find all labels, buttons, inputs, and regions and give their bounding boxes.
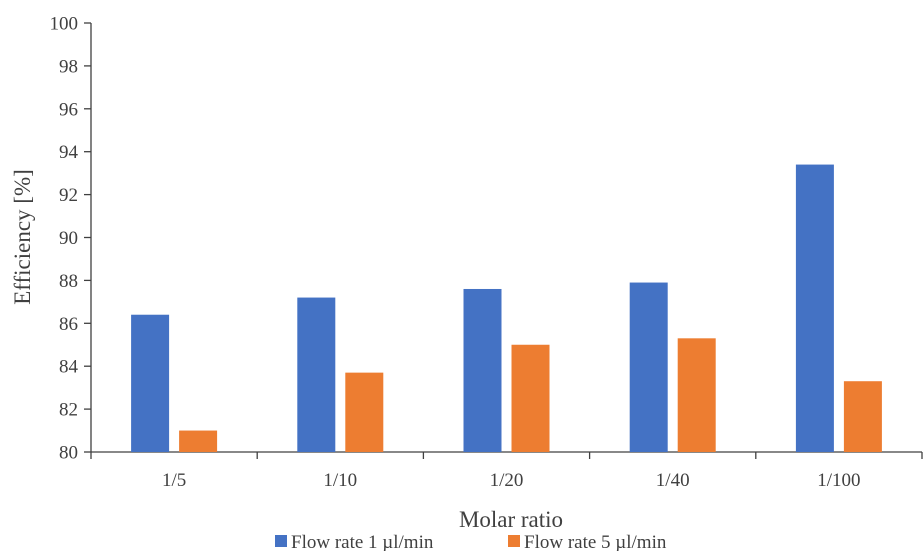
y-tick-label: 84 xyxy=(59,357,79,378)
x-tick-label: 1/40 xyxy=(656,470,690,491)
x-tick-label: 1/10 xyxy=(323,470,357,491)
bar-flow-1-2 xyxy=(463,288,502,452)
bar-flow-1-3 xyxy=(629,282,668,452)
y-ticks: 80 82 84 86 88 90 92 94 96 98 100 xyxy=(50,14,91,464)
x-tick-label: 1/100 xyxy=(817,470,860,491)
y-axis: 80 82 84 86 88 90 92 94 96 98 100 xyxy=(50,14,92,464)
x-tick-label: 1/20 xyxy=(490,470,524,491)
bar-flow-1-1 xyxy=(297,297,336,452)
y-tick-label: 90 xyxy=(59,228,78,249)
bar-flow-5-1 xyxy=(345,372,384,452)
legend-label: Flow rate 5 µl/min xyxy=(524,532,667,551)
y-tick-label: 92 xyxy=(59,185,78,206)
y-tick-label: 86 xyxy=(59,314,78,335)
y-axis-title: Efficiency [%] xyxy=(10,169,35,305)
bar-flow-5-2 xyxy=(511,344,550,452)
y-tick-label: 82 xyxy=(59,400,78,421)
y-tick-label: 88 xyxy=(59,271,78,292)
bar-flow-5-4 xyxy=(843,381,882,452)
y-tick-label: 96 xyxy=(59,99,78,120)
x-ticks: 1/5 1/10 1/20 1/40 1/100 xyxy=(90,452,923,491)
bar-flow-1-4 xyxy=(795,164,834,452)
x-tick-label: 1/5 xyxy=(162,470,186,491)
bar-flow-5-0 xyxy=(179,430,218,452)
y-tick-label: 100 xyxy=(50,14,79,35)
x-axis: 1/5 1/10 1/20 1/40 1/100 xyxy=(90,451,923,491)
x-axis-title: Molar ratio xyxy=(459,507,563,532)
legend: Flow rate 1 µl/min Flow rate 5 µl/min xyxy=(275,532,667,551)
bars xyxy=(131,164,882,452)
legend-swatch xyxy=(275,535,287,547)
legend-item-flow-5: Flow rate 5 µl/min xyxy=(508,532,667,551)
legend-swatch xyxy=(508,535,520,547)
y-tick-label: 98 xyxy=(59,56,78,77)
bar-flow-1-0 xyxy=(131,314,170,452)
bar-flow-5-3 xyxy=(677,338,716,452)
legend-label: Flow rate 1 µl/min xyxy=(291,532,434,551)
y-tick-label: 80 xyxy=(59,443,78,464)
y-tick-label: 94 xyxy=(59,142,79,163)
legend-item-flow-1: Flow rate 1 µl/min xyxy=(275,532,434,551)
